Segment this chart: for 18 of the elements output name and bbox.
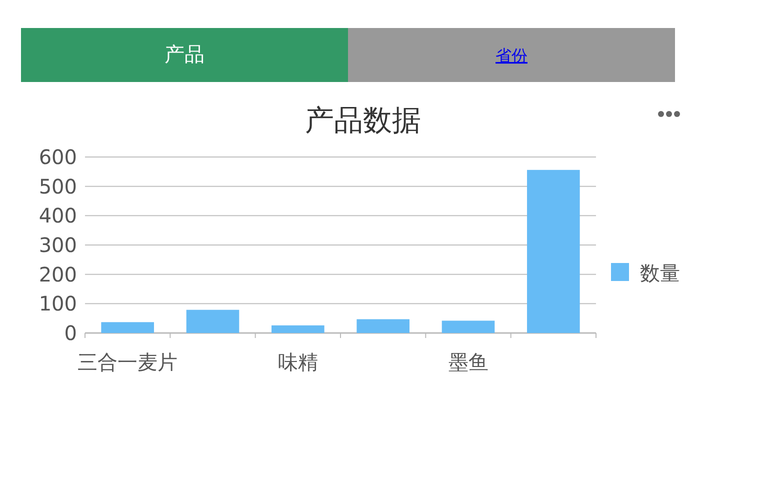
y-tick-label: 100 <box>38 292 77 316</box>
bar <box>186 310 240 333</box>
bar <box>442 320 495 333</box>
x-tick-label: 墨鱼 <box>448 350 488 374</box>
chart-title: 产品数据 <box>305 103 421 137</box>
y-tick-label: 400 <box>38 204 77 228</box>
y-tick-label: 500 <box>38 174 77 198</box>
y-tick-label: 0 <box>64 321 77 345</box>
bar <box>101 322 154 333</box>
bar <box>356 319 410 333</box>
bar <box>272 325 324 333</box>
y-tick-label: 300 <box>38 233 77 257</box>
legend-label: 数量 <box>640 261 680 285</box>
y-tick-label: 600 <box>38 145 77 169</box>
bar <box>527 170 580 333</box>
y-tick-label: 200 <box>38 262 77 286</box>
x-tick-label: 三合一麦片 <box>78 350 178 374</box>
x-tick-label: 味精 <box>278 350 318 374</box>
